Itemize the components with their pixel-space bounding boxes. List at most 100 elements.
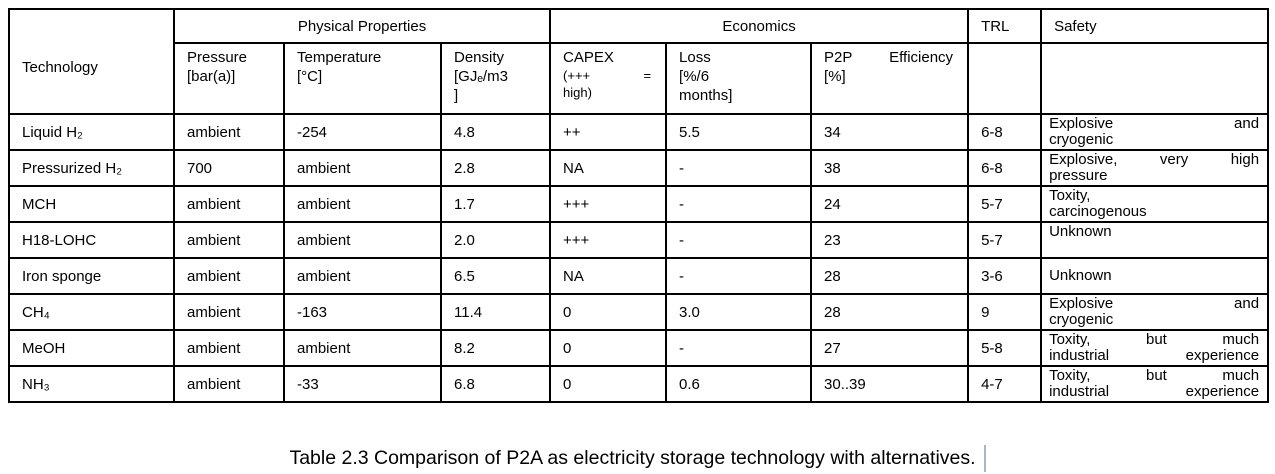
cell-safety: Toxity, but much industrial experience [1040,329,1270,367]
cell-loss: - [665,329,813,367]
cell-technology: Liquid H₂ [8,113,175,151]
table-header: Technology Physical Properties Economics… [8,8,1270,115]
text-cursor [983,445,986,473]
header-pressure: Pressure [bar(a)] [173,42,285,115]
cell-temperature: -33 [283,365,442,403]
cell-loss: - [665,185,813,223]
cell-line: Loss [679,49,711,66]
cell-pressure: ambient [173,257,285,295]
cell-line: Toxity, but much [1049,331,1260,348]
cell-temperature: ambient [283,185,442,223]
cell-line: [GJₑ/m3 [454,68,508,85]
header-p2p-efficiency: P2P Efficiency [%] [810,42,970,115]
table-row: NH₃ ambient -33 6.8 0 0.6 30..39 4-7 Toxity, but m… [8,365,1270,403]
header-row-sub: Pressure [bar(a)] Temperature [°C] Density… [9,42,1270,115]
cell-trl: 4-7 [967,365,1043,403]
cell-safety: Toxity, but much industrial experience [1040,365,1270,403]
table-row: Liquid H₂ ambient -254 4.8 ++ 5.5 34 6-8 Explosi… [8,113,1270,151]
cell-density: 2.8 [439,149,552,187]
header-temperature: Temperature [°C] [283,42,442,115]
cell-p2p: 24 [810,185,970,223]
cell-temperature: ambient [283,149,442,187]
cell-safety: Explosive and cryogenic [1040,113,1270,151]
cell-p2p: 27 [810,329,970,367]
cell-pressure: ambient [173,365,285,403]
cell-safety: Explosive and cryogenic [1040,293,1270,331]
header-physical-properties: Physical Properties [172,8,552,44]
cell-line: carcinogenous [1049,203,1147,220]
cell-capex: 0 [549,365,668,403]
cell-safety: Unknown [1040,221,1270,259]
cell-line: Explosive, very high [1049,151,1260,168]
table-row: Iron sponge ambient ambient 6.5 NA -28 3-6 Unkn… [8,257,1270,295]
cell-technology: CH₄ [8,293,175,331]
header-row-groups: Technology Physical Properties Economics… [8,8,1270,115]
cell-trl: 5-8 [967,329,1043,367]
cell-density: 1.7 [439,185,552,223]
cell-density: 4.8 [439,113,552,151]
header-safety: Safety [1040,8,1270,44]
cell-line: high) [563,85,592,100]
cell-trl: 5-7 [967,221,1043,259]
cell-p2p: 30..39 [810,365,970,403]
cell-capex: 0 [549,293,668,331]
table-row: CH₄ ambient -163 11.4 0 3.0 28 9 Explosive and cry… [8,293,1270,331]
cell-loss: - [665,149,813,187]
table-row: Pressurized H₂ 700 ambient 2.8 NA -38 6-8 Explo… [8,149,1270,187]
cell-trl: 6-8 [967,149,1043,187]
cell-density: 6.8 [439,365,552,403]
cell-line: Explosive and [1049,295,1260,312]
table-caption: Table 2.3 Comparison of P2A as electrici… [0,444,1275,473]
header-technology: Technology [8,8,175,115]
cell-p2p: 28 [810,257,970,295]
cell-line: Toxity, but much [1049,367,1260,384]
cell-line: Unknown [1049,223,1112,240]
cell-technology: MCH [8,185,175,223]
header-density: Density [GJₑ/m3] [439,42,552,115]
cell-capex: +++ [549,185,668,223]
cell-density: 8.2 [439,329,552,367]
cell-pressure: ambient [173,221,285,259]
cell-technology: Iron sponge [8,257,175,295]
cell-pressure: ambient [173,113,285,151]
header-capex: CAPEX (+++ = high) [549,42,668,115]
cell-line: [bar(a)] [187,68,236,85]
cell-p2p: 38 [810,149,970,187]
cell-line: [°C] [297,68,323,85]
cell-loss: - [665,257,813,295]
cell-line: Explosive and [1049,115,1260,132]
cell-density: 2.0 [439,221,552,259]
cell-loss: 3.0 [665,293,813,331]
cell-safety: Explosive, very high pressure [1040,149,1270,187]
header-loss: Loss [%/6 months] [665,42,813,115]
cell-pressure: ambient [173,185,285,223]
cell-capex: +++ [549,221,668,259]
cell-capex: 0 [549,329,668,367]
cell-trl: 3-6 [967,257,1043,295]
cell-line: cryogenic [1049,311,1114,328]
table-row: MCH ambient ambient 1.7 +++ -24 5-7 Toxity, carc… [8,185,1270,223]
cell-loss: 5.5 [665,113,813,151]
cell-temperature: -163 [283,293,442,331]
cell-pressure: 700 [173,149,285,187]
cell-line: Temperature [297,49,382,66]
cell-temperature: ambient [283,221,442,259]
cell-capex: NA [549,149,668,187]
cell-density: 11.4 [439,293,552,331]
cell-line: industrial experience [1049,383,1260,400]
cell-trl: 5-7 [967,185,1043,223]
cell-density: 6.5 [439,257,552,295]
cell-technology: NH₃ [8,365,175,403]
cell-capex: ++ [549,113,668,151]
comparison-table: Technology Physical Properties Economics… [8,8,1270,403]
cell-line: Unknown [1049,267,1112,284]
cell-p2p: 23 [810,221,970,259]
cell-temperature: ambient [283,257,442,295]
table-row: H18-LOHC ambient ambient 2.0 +++ -23 5-7 Unknow… [8,221,1270,259]
cell-line: Pressure [187,49,248,66]
cell-line: Toxity, [1049,187,1091,204]
cell-line: cryogenic [1049,131,1114,148]
cell-trl: 9 [967,293,1043,331]
caption-text[interactable]: Table 2.3 Comparison of P2A as electrici… [289,447,976,469]
cell-loss: 0.6 [665,365,813,403]
